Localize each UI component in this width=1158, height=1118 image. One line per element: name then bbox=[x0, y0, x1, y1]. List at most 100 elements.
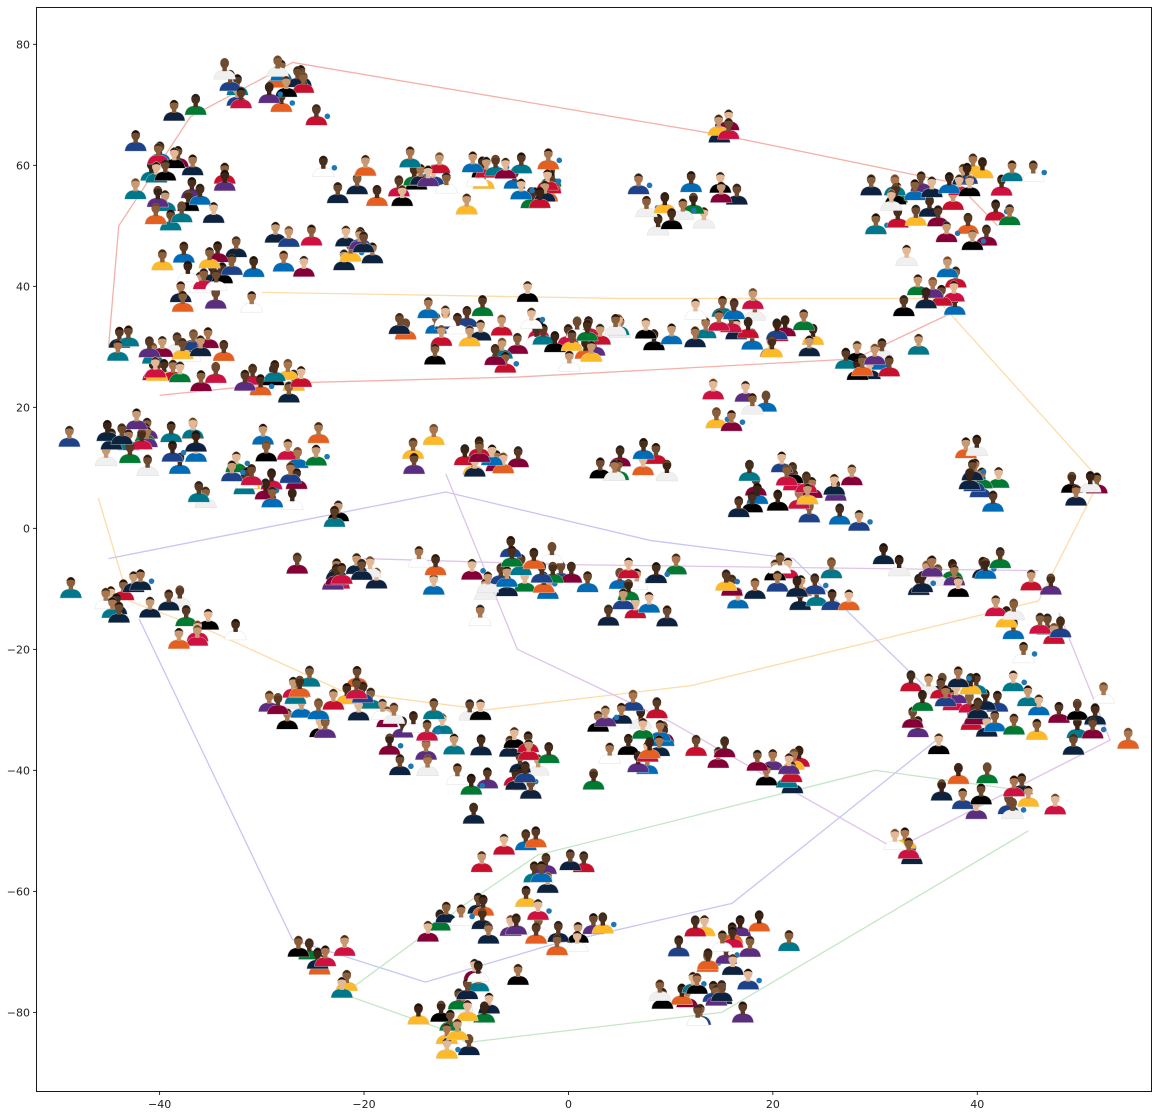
player-point bbox=[738, 935, 762, 958]
player-point bbox=[161, 440, 187, 462]
player-point bbox=[895, 244, 918, 266]
player-point bbox=[880, 189, 903, 211]
player-point bbox=[435, 1037, 461, 1059]
player-point bbox=[938, 172, 961, 194]
player-point bbox=[442, 733, 466, 755]
player-point bbox=[798, 335, 821, 357]
player-point bbox=[981, 490, 1005, 512]
player-point bbox=[189, 335, 212, 357]
player-point bbox=[820, 588, 844, 611]
player-point bbox=[686, 1004, 709, 1026]
player-point bbox=[172, 241, 196, 263]
player-point bbox=[840, 464, 864, 486]
connecting-line-0 bbox=[292, 61, 999, 227]
player-point bbox=[961, 228, 987, 251]
player-point bbox=[684, 734, 708, 757]
player-point bbox=[1019, 569, 1043, 591]
player-point bbox=[1039, 573, 1063, 595]
player-point bbox=[204, 361, 227, 384]
player-point bbox=[1016, 685, 1040, 707]
player-point bbox=[965, 434, 989, 456]
player-point bbox=[202, 201, 225, 224]
player-point bbox=[300, 224, 323, 246]
player-point bbox=[110, 423, 133, 445]
player-point bbox=[213, 169, 236, 192]
player-point bbox=[1022, 160, 1048, 182]
player-point bbox=[151, 249, 174, 271]
connecting-line-7 bbox=[138, 618, 937, 983]
player-point bbox=[545, 934, 569, 956]
player-point bbox=[510, 152, 533, 174]
player-point bbox=[598, 742, 621, 764]
player-point bbox=[446, 763, 469, 785]
player-point bbox=[106, 339, 130, 362]
player-point bbox=[174, 605, 198, 627]
player-point bbox=[1028, 612, 1052, 635]
player-point bbox=[233, 369, 257, 392]
player-point bbox=[129, 568, 155, 591]
player-point bbox=[1062, 733, 1085, 756]
player-point bbox=[591, 912, 617, 934]
player-point bbox=[204, 269, 228, 291]
player-point bbox=[998, 204, 1021, 226]
player-point bbox=[416, 754, 439, 776]
player-point bbox=[416, 920, 440, 942]
player-point bbox=[476, 571, 500, 593]
player-point bbox=[1000, 160, 1024, 182]
player-point bbox=[684, 298, 707, 320]
player-point bbox=[684, 915, 707, 937]
player-point bbox=[505, 913, 528, 935]
player-point bbox=[292, 71, 315, 94]
player-point bbox=[434, 305, 457, 327]
player-point bbox=[766, 570, 789, 592]
player-point bbox=[863, 343, 886, 365]
player-point bbox=[506, 963, 530, 986]
player-point bbox=[495, 565, 519, 588]
player-point bbox=[435, 171, 458, 194]
player-point bbox=[171, 290, 194, 313]
player-point bbox=[746, 749, 769, 772]
player-point bbox=[162, 99, 186, 122]
player-point bbox=[747, 910, 771, 932]
player-point bbox=[345, 677, 368, 699]
player-point bbox=[887, 554, 911, 577]
player-point bbox=[330, 562, 353, 585]
player-point bbox=[251, 423, 275, 445]
player-point bbox=[920, 176, 944, 198]
player-point bbox=[277, 225, 301, 248]
player-point bbox=[352, 231, 375, 253]
player-point bbox=[240, 290, 263, 313]
player-point bbox=[503, 726, 526, 749]
player-point bbox=[390, 184, 414, 207]
player-point bbox=[189, 370, 213, 392]
player-point bbox=[407, 545, 431, 568]
player-point bbox=[220, 460, 246, 482]
x-tick-label: −40 bbox=[148, 1098, 171, 1111]
player-point bbox=[559, 849, 582, 871]
player-point bbox=[576, 319, 599, 342]
player-point bbox=[229, 87, 253, 109]
player-point bbox=[307, 698, 330, 720]
player-point bbox=[254, 440, 278, 462]
player-point bbox=[1092, 681, 1115, 704]
player-point bbox=[920, 555, 944, 577]
player-point bbox=[266, 55, 289, 77]
player-point bbox=[212, 339, 236, 362]
player-point bbox=[859, 174, 883, 196]
player-point bbox=[627, 173, 653, 195]
player-point bbox=[305, 104, 331, 126]
player-point bbox=[537, 148, 563, 170]
player-point bbox=[517, 738, 540, 761]
player-point bbox=[828, 503, 851, 525]
player-point bbox=[333, 934, 356, 957]
player-point bbox=[1002, 598, 1025, 620]
player-point bbox=[1079, 471, 1102, 493]
player-point bbox=[402, 452, 426, 475]
player-point bbox=[138, 596, 162, 618]
player-point bbox=[506, 446, 530, 468]
player-point bbox=[707, 309, 731, 332]
player-point bbox=[350, 558, 373, 581]
player-point bbox=[611, 588, 635, 610]
connecting-line-5 bbox=[97, 497, 487, 711]
player-point bbox=[1043, 793, 1067, 815]
